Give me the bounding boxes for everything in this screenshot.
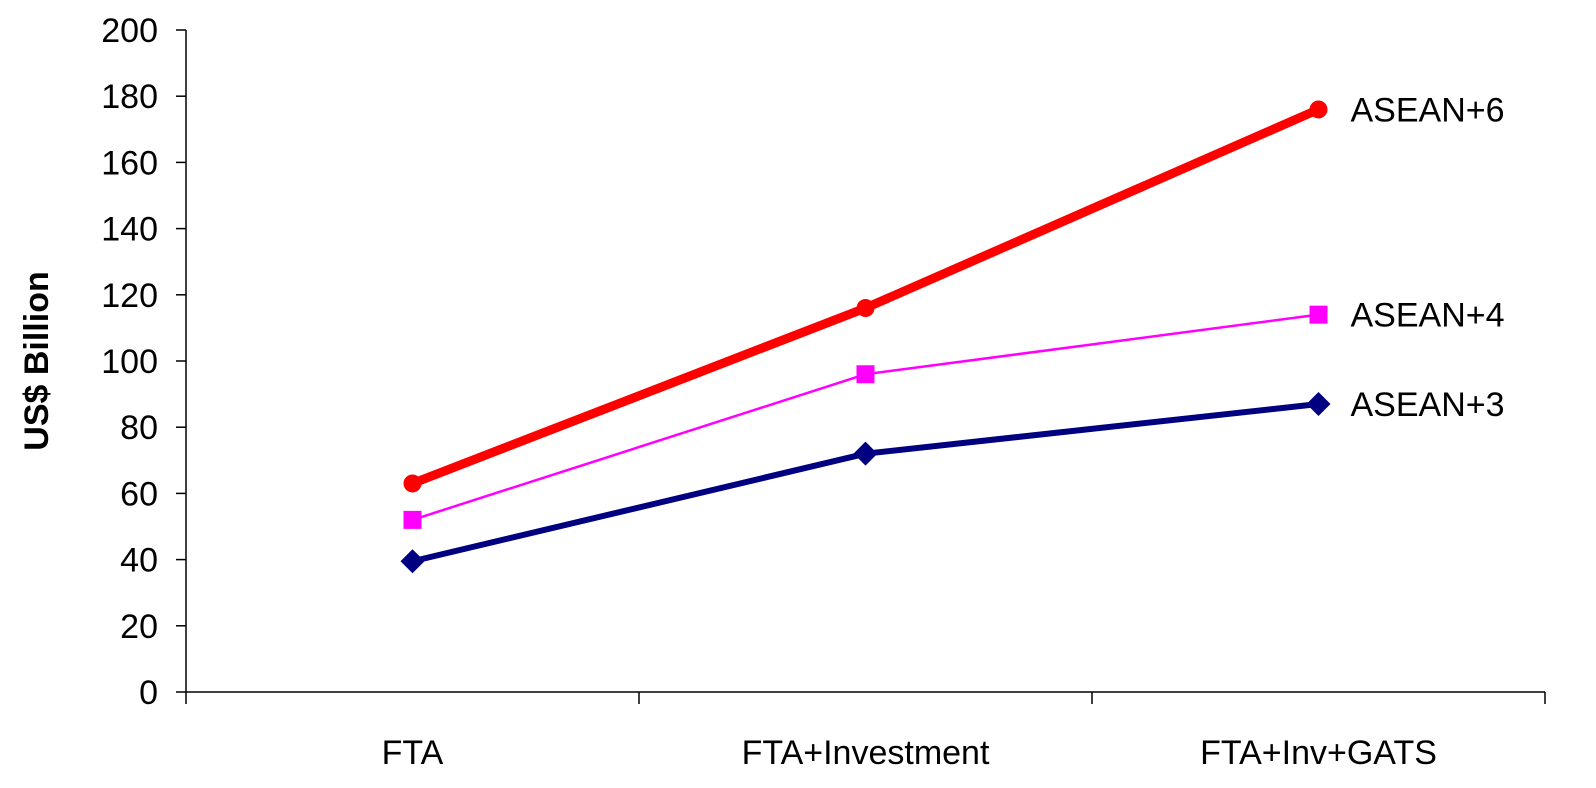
- data-point-square: [1309, 305, 1328, 324]
- x-axis-ticks: FTA FTA+Investment FTA+Inv+GATS: [185, 692, 1546, 772]
- y-tick-label: 0: [139, 674, 158, 712]
- x-tick-label: FTA+Inv+GATS: [1200, 734, 1437, 772]
- data-point-circle: [403, 474, 422, 493]
- chart-axes: [185, 30, 1545, 693]
- data-point-circle: [856, 299, 875, 318]
- y-tick-label: 140: [101, 211, 158, 249]
- data-point-square: [403, 510, 422, 529]
- series-asean-plus-3: ASEAN+3: [400, 386, 1505, 574]
- y-axis-ticks: 0 20 40 60 80 100 120 140 160 180 200: [101, 12, 186, 712]
- y-tick-label: 120: [101, 277, 158, 315]
- chart-series: ASEAN+4 ASEAN+3 ASEAN+6: [400, 91, 1505, 574]
- y-tick-label: 80: [120, 409, 158, 447]
- series-asean-plus-4: ASEAN+4: [403, 297, 1505, 529]
- y-tick-label: 100: [101, 343, 158, 381]
- y-tick-label: 20: [120, 608, 158, 646]
- series-asean-plus-6: ASEAN+6: [403, 91, 1505, 493]
- y-tick-label: 180: [101, 78, 158, 116]
- data-point-diamond: [1306, 392, 1331, 417]
- series-label: ASEAN+4: [1351, 297, 1505, 335]
- x-tick-label: FTA+Investment: [742, 734, 990, 772]
- y-axis-title: US$ Billion: [18, 271, 56, 450]
- series-label: ASEAN+6: [1351, 91, 1505, 129]
- y-tick-label: 60: [120, 475, 158, 513]
- data-point-diamond: [400, 549, 425, 574]
- series-line: [408, 104, 1323, 488]
- x-tick-label: FTA: [382, 734, 444, 772]
- data-point-circle: [1309, 100, 1328, 119]
- series-label: ASEAN+3: [1351, 386, 1505, 424]
- data-point-diamond: [853, 441, 878, 466]
- y-tick-label: 200: [101, 12, 158, 50]
- y-tick-label: 160: [101, 144, 158, 182]
- data-point-square: [856, 365, 875, 384]
- y-tick-label: 40: [120, 542, 158, 580]
